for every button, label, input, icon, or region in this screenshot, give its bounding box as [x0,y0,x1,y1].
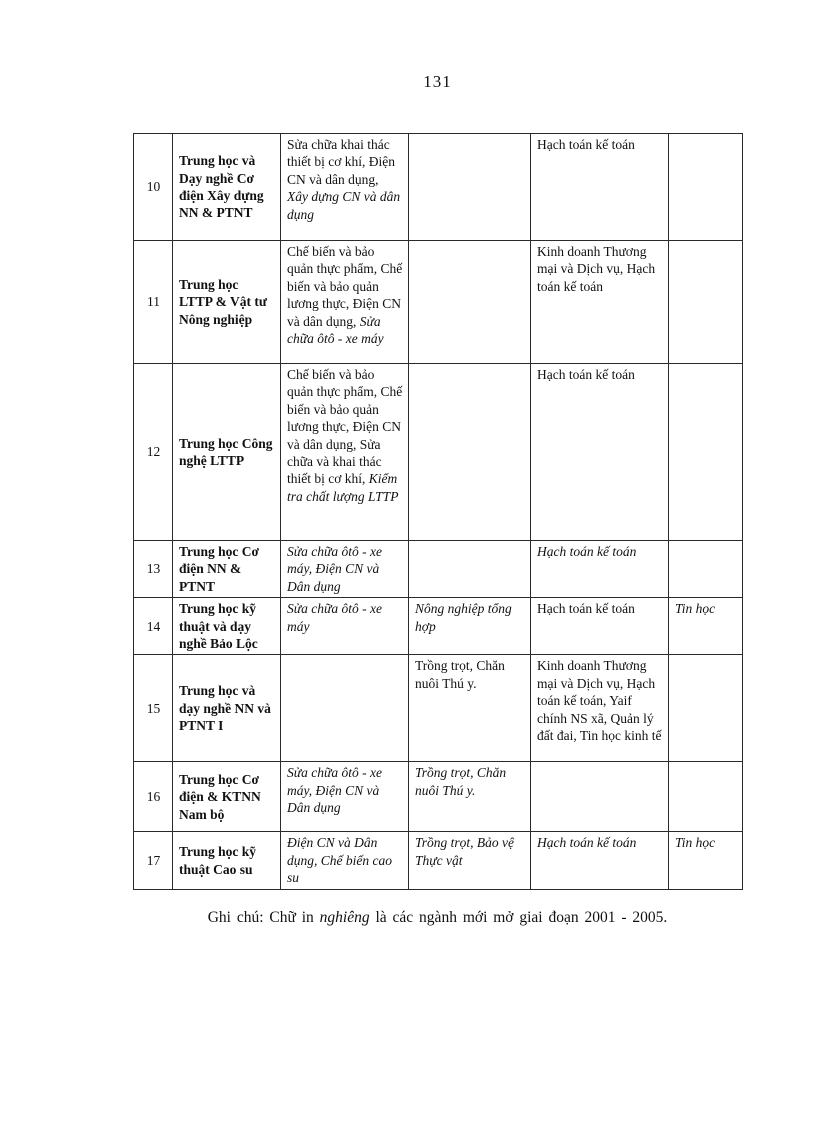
row-number: 16 [133,761,173,833]
field-text: Kinh doanh Thương mại và Dịch vụ, Hạch t… [537,658,662,744]
table-row: 12 Trung học Công nghệ LTTP Chế biến và bả… [133,363,743,541]
new-field-text: Xây dựng CN và dân dụng [287,189,401,222]
field-cell-col5: Hạch toán kế toán [530,597,669,656]
new-field-text: Kiểm tra chất lượng LTTP [287,471,399,504]
row-number: 11 [133,240,173,364]
field-text: Kinh doanh Thương mại và Dịch vụ, Hạch t… [537,244,656,294]
field-cell-col4: Trồng trọt, Chăn nuôi Thú y. [408,761,531,833]
new-field-text: Hạch toán kế toán [537,835,637,851]
field-cell-col4: Trồng trọt, Chăn nuôi Thú y. [408,654,531,763]
field-cell-col5: Hạch toán kế toán [530,539,669,599]
new-field-text: Sửa chữa ôtô - xe máy [287,313,384,347]
field-cell-col3: Chế biến và bảo quản thực phẩm, Chế biến… [280,240,409,364]
footnote-text: Ghi chú: Chữ in [207,908,320,926]
field-cell-col4 [408,539,531,599]
row-number: 17 [133,831,173,890]
school-name: Trung học kỹ thuật Cao su [172,831,281,890]
field-cell-col4 [408,240,531,364]
field-cell-col5: Hạch toán kế toán [530,831,669,890]
footnote: Ghi chú: Chữ in nghiêng là các ngành mới… [133,909,742,927]
table-row: 10 Trung học và Dạy nghề Cơ điện Xây dựng… [133,133,743,241]
schools-table: 10 Trung học và Dạy nghề Cơ điện Xây dựng… [133,133,743,890]
field-cell-col5: Hạch toán kế toán [530,133,669,241]
new-field-text: Tin học [675,835,716,851]
field-cell-col3: Sửa chữa khai thác thiết bị cơ khí, Điện… [280,133,409,241]
field-cell-col6 [668,363,743,541]
table-row: 16 Trung học Cơ điện & KTNN Nam bộ Sửa chữ… [133,761,743,833]
field-cell-col6 [668,654,743,763]
new-field-text: Tin học [675,601,716,617]
row-number: 14 [133,597,173,656]
field-cell-col5: Kinh doanh Thương mại và Dịch vụ, Hạch t… [530,654,669,763]
row-number: 13 [133,539,173,599]
new-field-text: Trồng trọt, Chăn nuôi Thú y. [415,765,507,798]
schools-table-body: 10 Trung học và Dạy nghề Cơ điện Xây dựng… [133,133,743,890]
table-row: 15 Trung học và dạy nghề NN và PTNT I Trồn… [133,654,743,763]
field-cell-col6 [668,240,743,364]
new-field-text: Sửa chữa ôtô - xe máy, Điện CN và Dân dụ… [287,544,382,594]
field-cell-col4 [408,133,531,241]
new-field-text: Sửa chữa ôtô - xe máy [287,601,382,634]
field-cell-col5: Hạch toán kế toán [530,363,669,541]
field-cell-col4: Trồng trọt, Bảo vệ Thực vật [408,831,531,890]
field-text: Hạch toán kế toán [537,367,635,382]
school-name: Trung học Công nghệ LTTP [172,363,281,541]
table-row: 13 Trung học Cơ điện NN & PTNT Sửa chữa ôt… [133,539,743,599]
row-number: 15 [133,654,173,763]
field-cell-col3 [280,654,409,763]
field-text: Chế biến và bảo quản thực phẩm, Chế biến… [287,244,403,329]
field-text: Sửa chữa khai thác thiết bị cơ khí, Điện… [287,137,395,187]
field-text: Chế biến và bảo quản thực phẩm, Chế biến… [287,367,403,487]
footnote-text: là các ngành mới mở giai đoạn 2001 - 200… [369,908,668,926]
table-row: 11 Trung học LTTP & Vật tư Nông nghiệp Chế… [133,240,743,364]
field-cell-col6 [668,133,743,241]
field-cell-col3: Chế biến và bảo quản thực phẩm, Chế biến… [280,363,409,541]
field-cell-col3: Sửa chữa ôtô - xe máy, Điện CN và Dân dụ… [280,539,409,599]
field-cell-col6 [668,761,743,833]
school-name: Trung học kỹ thuật và dạy nghề Bảo Lộc [172,597,281,656]
new-field-text: Sửa chữa ôtô - xe máy, Điện CN và Dân dụ… [287,765,382,816]
field-text: Hạch toán kế toán [537,601,635,617]
table-row: 17 Trung học kỹ thuật Cao su Điện CN và Dâ… [133,831,743,890]
field-cell-col6: Tin học [668,597,743,656]
field-cell-col3: Sửa chữa ôtô - xe máy, Điện CN và Dân dụ… [280,761,409,833]
footnote-italic-word: nghiêng [319,908,370,926]
field-cell-col5 [530,761,669,833]
row-number: 12 [133,363,173,541]
new-field-text: Trồng trọt, Bảo vệ Thực vật [415,835,515,868]
field-cell-col3: Sửa chữa ôtô - xe máy [280,597,409,656]
new-field-text: Điện CN và Dân dụng, Chế biến cao su [287,835,392,886]
field-cell-col5: Kinh doanh Thương mại và Dịch vụ, Hạch t… [530,240,669,364]
school-name: Trung học và dạy nghề NN và PTNT I [172,654,281,763]
school-name: Trung học LTTP & Vật tư Nông nghiệp [172,240,281,364]
row-number: 10 [133,133,173,241]
page-number: 131 [423,72,452,91]
field-text: Hạch toán kế toán [537,137,635,152]
table-row: 14 Trung học kỹ thuật và dạy nghề Bảo Lộc… [133,597,743,656]
new-field-text: Nông nghiệp tổng hợp [415,601,512,634]
field-text: Trồng trọt, Chăn nuôi Thú y. [415,658,505,691]
field-cell-col6: Tin học [668,831,743,890]
school-name: Trung học Cơ điện & KTNN Nam bộ [172,761,281,833]
field-cell-col6 [668,539,743,599]
school-name: Trung học Cơ điện NN & PTNT [172,539,281,599]
field-cell-col4 [408,363,531,541]
field-cell-col3: Điện CN và Dân dụng, Chế biến cao su [280,831,409,890]
field-cell-col4: Nông nghiệp tổng hợp [408,597,531,656]
school-name: Trung học và Dạy nghề Cơ điện Xây dựng N… [172,133,281,241]
new-field-text: Hạch toán kế toán [537,544,637,559]
